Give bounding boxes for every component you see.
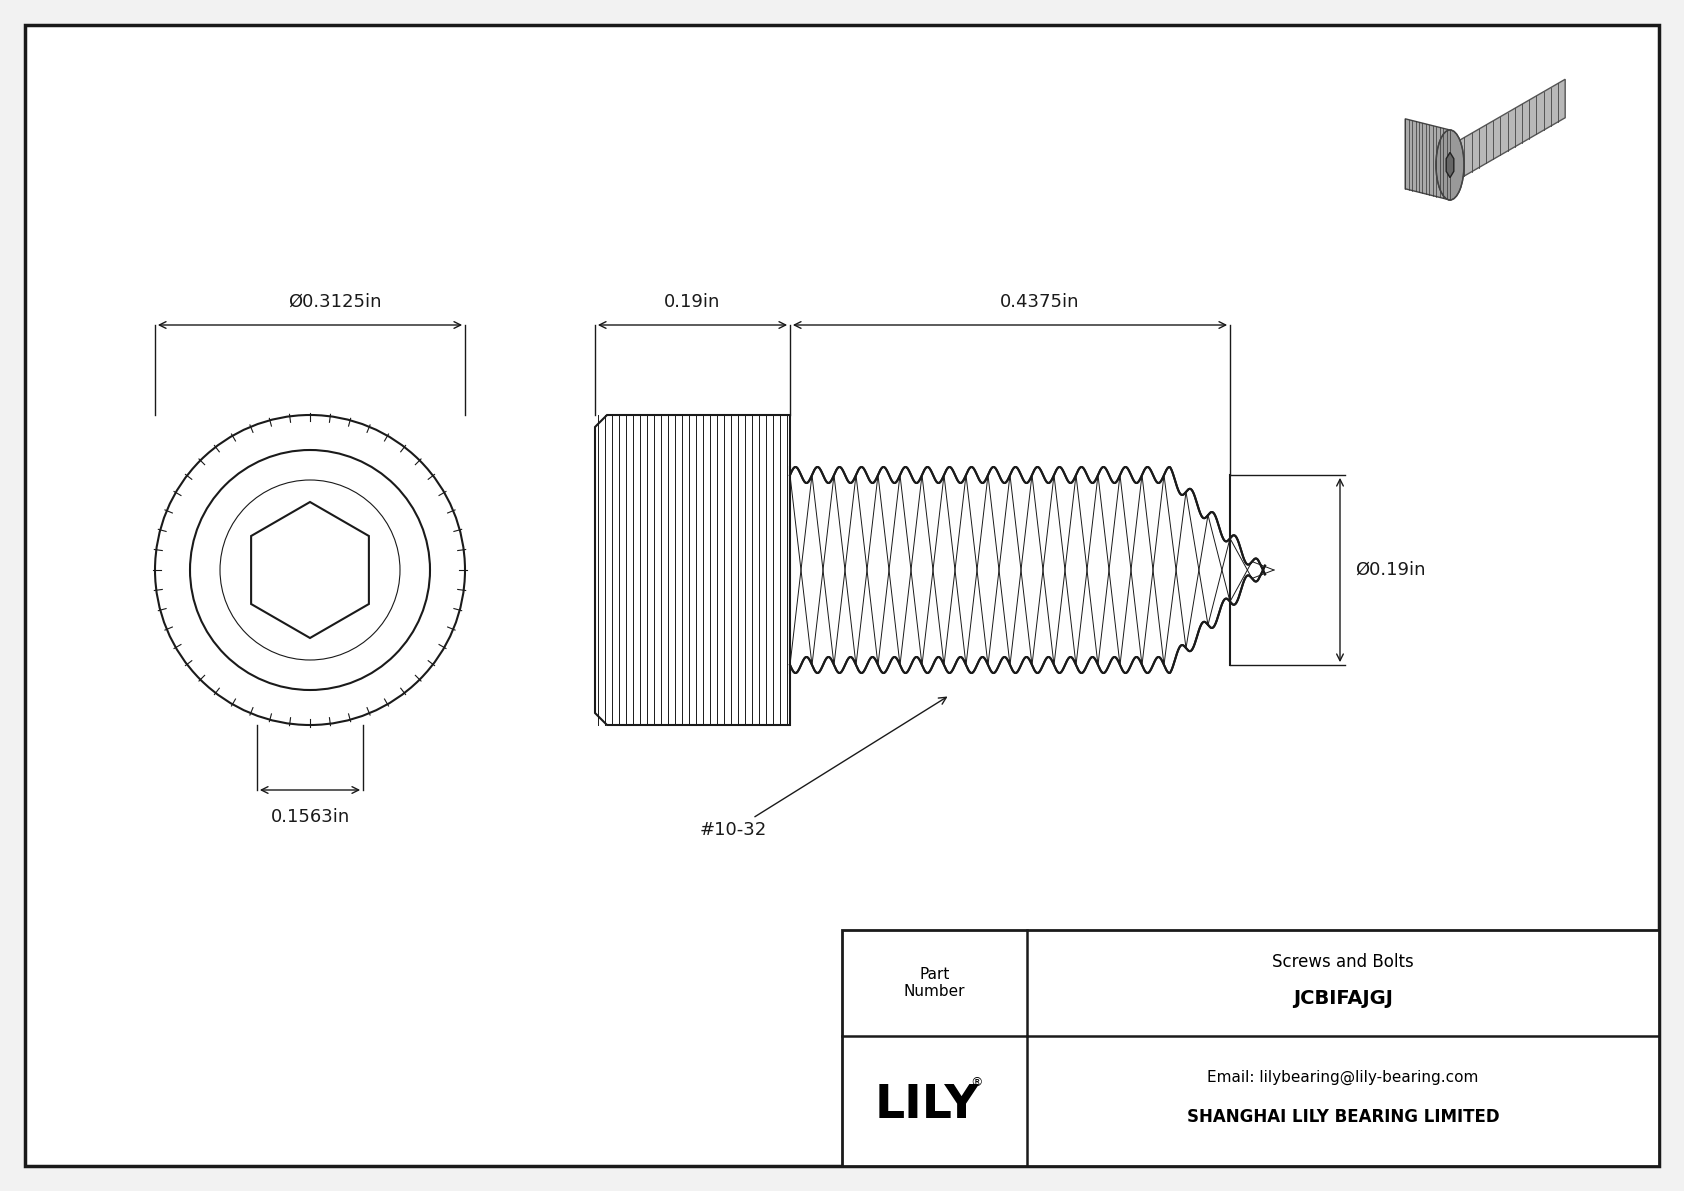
- Text: Ø0.3125in: Ø0.3125in: [288, 293, 382, 311]
- Bar: [842, 930, 1659, 1166]
- Text: Part
Number: Part Number: [904, 967, 965, 999]
- Circle shape: [155, 414, 465, 725]
- Polygon shape: [1450, 80, 1564, 185]
- Text: ®: ®: [970, 1077, 983, 1090]
- Text: JCBIFAJGJ: JCBIFAJGJ: [1293, 990, 1393, 1009]
- Text: Screws and Bolts: Screws and Bolts: [1271, 953, 1415, 971]
- Text: 0.19in: 0.19in: [663, 293, 721, 311]
- Text: #10-32: #10-32: [701, 697, 946, 838]
- Polygon shape: [594, 414, 790, 725]
- Text: LILY: LILY: [874, 1084, 978, 1129]
- Polygon shape: [1404, 119, 1450, 200]
- Ellipse shape: [1436, 130, 1463, 200]
- Polygon shape: [251, 501, 369, 638]
- Text: 0.1563in: 0.1563in: [271, 807, 350, 827]
- Text: 0.4375in: 0.4375in: [1000, 293, 1079, 311]
- Circle shape: [221, 480, 401, 660]
- Circle shape: [190, 450, 429, 690]
- Text: Ø0.19in: Ø0.19in: [1356, 561, 1425, 579]
- Text: Email: lilybearing@lily-bearing.com: Email: lilybearing@lily-bearing.com: [1207, 1070, 1479, 1085]
- Polygon shape: [1447, 152, 1453, 177]
- Text: SHANGHAI LILY BEARING LIMITED: SHANGHAI LILY BEARING LIMITED: [1187, 1108, 1499, 1125]
